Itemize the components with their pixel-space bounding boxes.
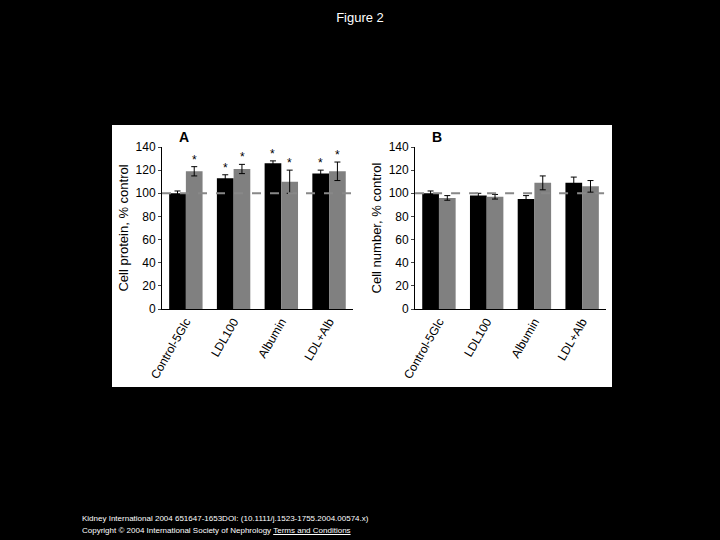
svg-text:*: * <box>270 147 275 161</box>
svg-text:LDL100: LDL100 <box>208 316 241 360</box>
svg-text:*: * <box>192 153 197 167</box>
html-text:Figure 2: Figure 2 <box>336 10 384 25</box>
svg-text:0: 0 <box>149 302 156 316</box>
svg-text:*: * <box>335 148 340 162</box>
svg-text:*: * <box>223 161 228 175</box>
html-text:Kidney International 2004 6516: Kidney International 2004 651647-1653DOI… <box>82 514 369 523</box>
svg-text:*: * <box>240 150 245 164</box>
svg-text:120: 120 <box>136 163 156 177</box>
svg-text:Cell number, % control: Cell number, % control <box>369 162 384 293</box>
svg-text:Albumin: Albumin <box>508 316 542 361</box>
svg-text:*: * <box>287 156 292 170</box>
svg-text:100: 100 <box>389 186 409 200</box>
svg-text:20: 20 <box>395 279 409 293</box>
svg-text:40: 40 <box>395 256 409 270</box>
svg-text:60: 60 <box>395 233 409 247</box>
svg-text:Control-5Glc: Control-5Glc <box>401 316 447 381</box>
svg-text:80: 80 <box>142 210 156 224</box>
svg-text:100: 100 <box>136 186 156 200</box>
svg-text:60: 60 <box>142 233 156 247</box>
svg-text:140: 140 <box>389 140 409 154</box>
svg-text:Albumin: Albumin <box>255 316 289 361</box>
svg-text:120: 120 <box>389 163 409 177</box>
svg-text:*: * <box>318 156 323 170</box>
svg-text:20: 20 <box>142 279 156 293</box>
svg-text:40: 40 <box>142 256 156 270</box>
svg-text:80: 80 <box>395 210 409 224</box>
svg-text:LDL+Alb: LDL+Alb <box>302 316 337 363</box>
svg-text:Control-5Glc: Control-5Glc <box>148 316 194 381</box>
svg-text:A: A <box>179 129 189 145</box>
svg-text:LDL100: LDL100 <box>461 316 494 360</box>
svg-text:0: 0 <box>402 302 409 316</box>
svg-text:140: 140 <box>136 140 156 154</box>
svg-text:LDL+Alb: LDL+Alb <box>555 316 590 363</box>
svg-text:B: B <box>432 129 442 145</box>
html-text:Copyright © 2004 International: Copyright © 2004 International Society o… <box>82 526 351 535</box>
svg-text:Cell protein, % control: Cell protein, % control <box>116 164 131 291</box>
